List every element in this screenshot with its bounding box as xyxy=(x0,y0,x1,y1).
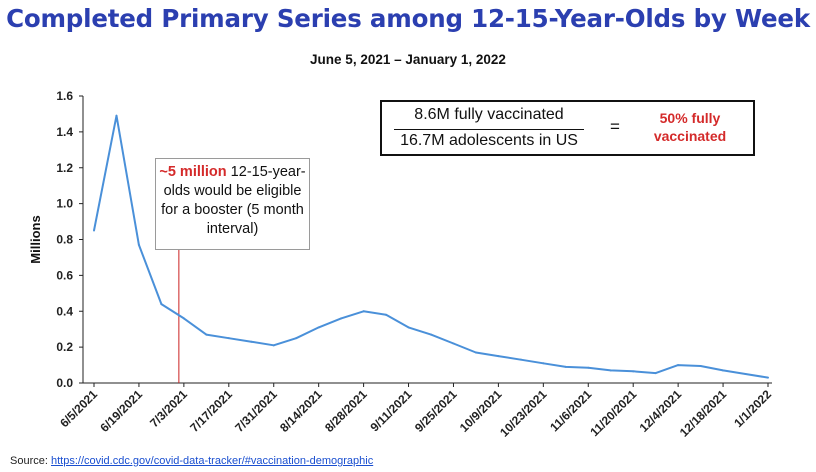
x-tick-label: 11/6/2021 xyxy=(547,387,594,434)
y-tick-label: 1.0 xyxy=(56,197,73,211)
data-point xyxy=(587,366,590,369)
data-point xyxy=(542,362,545,365)
y-tick-label: 1.2 xyxy=(56,161,73,175)
ratio-result: 50% fully vaccinated xyxy=(653,110,727,144)
chart-subtitle: June 5, 2021 – January 1, 2022 xyxy=(310,52,506,67)
data-point xyxy=(385,313,388,316)
data-point xyxy=(295,337,298,340)
booster-eligibility-callout: ~5 million 12-15-year-olds would be elig… xyxy=(155,158,310,250)
x-tick-label: 8/14/2021 xyxy=(277,387,325,435)
x-tick-label: 10/9/2021 xyxy=(457,387,505,435)
x-tick-label: 9/11/2021 xyxy=(367,387,414,434)
x-tick-label: 10/23/2021 xyxy=(497,387,550,440)
data-point xyxy=(205,333,208,336)
x-tick-label: 11/20/2021 xyxy=(587,387,639,439)
data-point xyxy=(227,337,230,340)
y-axis-title: Millions xyxy=(28,215,43,263)
x-tick-label: 6/19/2021 xyxy=(97,387,145,435)
data-point xyxy=(272,344,275,347)
x-tick-label: 9/25/2021 xyxy=(412,387,460,435)
y-tick-label: 1.4 xyxy=(56,125,73,139)
y-tick-label: 0.2 xyxy=(56,340,73,354)
y-tick-label: 0.6 xyxy=(56,268,73,282)
data-point xyxy=(250,340,253,343)
data-point xyxy=(609,369,612,372)
ratio-denominator: 16.7M adolescents in US xyxy=(400,132,578,149)
data-point xyxy=(93,229,95,232)
data-point xyxy=(160,303,163,306)
x-tick-label: 7/3/2021 xyxy=(147,387,190,430)
data-point xyxy=(115,114,118,117)
data-point xyxy=(407,326,410,329)
x-tick-label: 12/18/2021 xyxy=(677,387,730,440)
data-point xyxy=(137,243,140,246)
fraction-bar xyxy=(394,129,584,130)
data-point xyxy=(362,310,365,313)
source-label: Source: xyxy=(10,455,48,467)
booster-highlight-count: ~5 million xyxy=(159,164,227,180)
x-tick-label: 12/4/2021 xyxy=(637,387,685,435)
vaccination-ratio-box: 8.6M fully vaccinated 16.7M adolescents … xyxy=(380,100,755,156)
data-point xyxy=(744,373,747,376)
data-point xyxy=(767,376,769,379)
data-point xyxy=(677,364,680,367)
y-tick-label: 1.6 xyxy=(56,89,73,103)
source-footnote: Source: https://covid.cdc.gov/covid-data… xyxy=(10,455,373,467)
data-point xyxy=(722,369,725,372)
y-tick-label: 0.4 xyxy=(56,304,73,318)
data-point xyxy=(654,372,657,375)
x-tick-label: 6/5/2021 xyxy=(57,387,100,430)
data-point xyxy=(564,365,567,368)
y-tick-label: 0.0 xyxy=(56,376,73,390)
data-point xyxy=(452,342,455,345)
data-point xyxy=(497,355,500,358)
source-link[interactable]: https://covid.cdc.gov/covid-data-tracker… xyxy=(50,455,374,467)
x-tick-label: 1/1/2022 xyxy=(731,387,774,430)
ratio-numerator: 8.6M fully vaccinated xyxy=(414,106,564,123)
data-point xyxy=(340,317,343,320)
x-tick-label: 8/28/2021 xyxy=(322,387,370,435)
booster-callout-text: 12-15-year-olds would be eligible for a … xyxy=(161,164,306,237)
data-point xyxy=(632,370,635,373)
data-point xyxy=(430,333,432,336)
data-point xyxy=(182,317,185,320)
equals-sign: = xyxy=(610,117,620,136)
data-point xyxy=(317,326,320,329)
data-point xyxy=(519,358,522,361)
x-tick-label: 7/31/2021 xyxy=(232,387,280,435)
data-point xyxy=(474,351,477,354)
y-tick-label: 0.8 xyxy=(56,233,73,247)
data-point xyxy=(699,364,702,367)
slide-title: Completed Primary Series among 12-15-Yea… xyxy=(6,4,810,33)
x-tick-label: 7/17/2021 xyxy=(187,387,235,435)
